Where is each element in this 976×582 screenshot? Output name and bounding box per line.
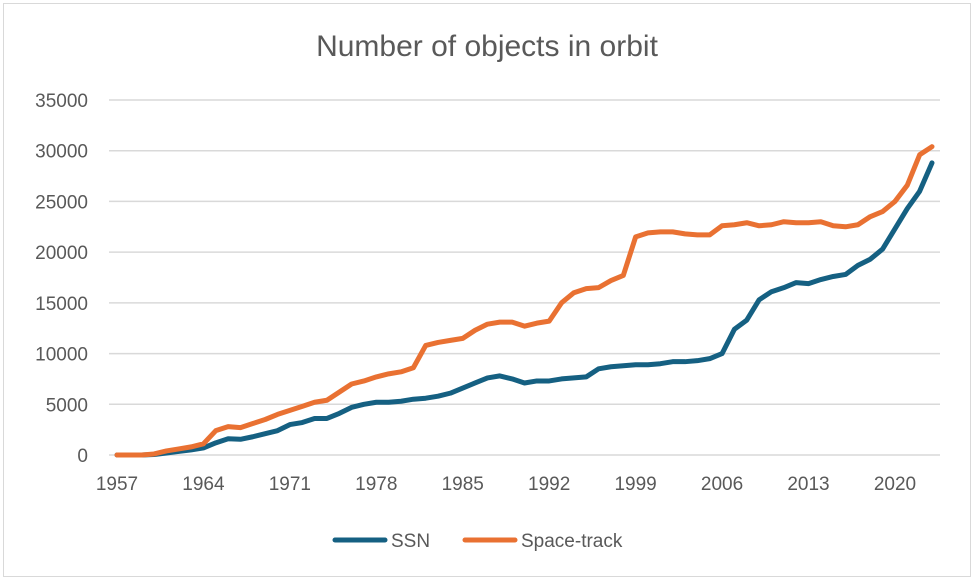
y-tick-label: 20000 (35, 243, 88, 264)
x-tick-label: 1957 (96, 474, 138, 495)
chart-area (3, 3, 971, 577)
legend-label: SSN (391, 531, 430, 552)
x-tick-label: 2020 (874, 474, 916, 495)
y-tick-label: 15000 (35, 294, 88, 315)
y-tick-label: 35000 (35, 91, 88, 112)
y-tick-label: 5000 (46, 395, 88, 416)
x-tick-label: 1978 (355, 474, 397, 495)
x-tick-label: 1992 (528, 474, 570, 495)
y-tick-label: 0 (77, 446, 88, 467)
chart-title: Number of objects in orbit (316, 30, 658, 63)
x-tick-label: 1985 (442, 474, 484, 495)
x-tick-label: 1964 (182, 474, 225, 495)
series-line-space-track (114, 144, 935, 458)
x-tick-label: 2013 (787, 474, 829, 495)
y-tick-label: 30000 (35, 142, 88, 163)
x-tick-label: 1999 (614, 474, 656, 495)
y-tick-label: 10000 (35, 345, 88, 366)
legend-label: Space-track (521, 531, 623, 552)
y-tick-label: 25000 (35, 192, 88, 213)
series-line-ssn (114, 160, 935, 458)
x-tick-label: 2006 (701, 474, 743, 495)
x-tick-label: 1971 (269, 474, 311, 495)
